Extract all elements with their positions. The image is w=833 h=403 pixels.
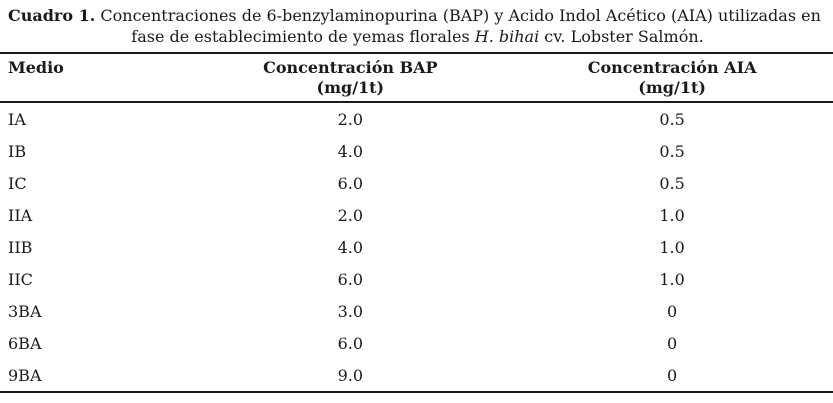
table-row: IA 2.0 0.5: [0, 102, 833, 135]
cell-aia: 0.5: [659, 173, 685, 193]
cell-bap: 6.0: [337, 333, 364, 353]
cell-aia: 0: [667, 301, 678, 321]
table-caption: Cuadro 1. Concentraciones de 6-benzylami…: [0, 0, 833, 47]
table-row: 3BA 3.0 0: [0, 295, 833, 327]
cell-medio: IIA: [8, 205, 33, 225]
column-header-aia-label: Concentración AIA: [587, 58, 757, 77]
column-header-bap-unit: (mg/1t): [316, 78, 385, 97]
cell-aia: 0: [667, 365, 678, 385]
table-body: IA 2.0 0.5 IB 4.0 0.5 IC 6.0 0.5 IIA 2.0…: [0, 102, 833, 392]
cell-bap: 2.0: [337, 109, 364, 129]
cell-medio: IC: [8, 173, 27, 193]
column-header-aia: Concentración AIA (mg/1t): [511, 53, 833, 102]
cell-bap: 6.0: [337, 269, 364, 289]
cell-medio: 6BA: [8, 333, 42, 353]
cell-aia: 0.5: [659, 141, 685, 161]
cell-medio: 3BA: [8, 301, 42, 321]
cell-medio: IIC: [8, 269, 33, 289]
table-row: IIB 4.0 1.0: [0, 231, 833, 263]
cell-aia: 1.0: [659, 269, 685, 289]
cell-bap: 3.0: [337, 301, 364, 321]
caption-text-line2-post: cv. Lobster Salmón.: [539, 27, 704, 46]
column-header-bap-label: Concentración BAP: [263, 58, 438, 77]
caption-line-2: fase de establecimiento de yemas florale…: [8, 26, 827, 47]
cell-aia: 1.0: [659, 237, 685, 257]
caption-label: Cuadro 1.: [8, 6, 96, 25]
cell-medio: IIB: [8, 237, 33, 257]
cell-bap: 4.0: [337, 237, 364, 257]
table-header-row: Medio Concentración BAP (mg/1t) Concentr…: [0, 53, 833, 102]
table-header: Medio Concentración BAP (mg/1t) Concentr…: [0, 53, 833, 102]
table-row: 9BA 9.0 0: [0, 359, 833, 392]
column-header-medio-label: Medio: [8, 58, 64, 77]
column-header-aia-unit: (mg/1t): [638, 78, 706, 97]
column-header-medio: Medio: [0, 53, 189, 102]
cell-medio: 9BA: [8, 365, 42, 385]
table-row: IIC 6.0 1.0: [0, 263, 833, 295]
caption-text-line1: Concentraciones de 6-benzylaminopurina (…: [100, 6, 821, 25]
caption-line-1: Cuadro 1. Concentraciones de 6-benzylami…: [8, 5, 827, 26]
cell-medio: IA: [8, 109, 26, 129]
concentrations-table: Medio Concentración BAP (mg/1t) Concentr…: [0, 52, 833, 393]
cell-aia: 1.0: [659, 205, 685, 225]
table-row: IB 4.0 0.5: [0, 135, 833, 167]
table-row: IIA 2.0 1.0: [0, 199, 833, 231]
cell-bap: 9.0: [337, 365, 364, 385]
table-row: 6BA 6.0 0: [0, 327, 833, 359]
table-row: IC 6.0 0.5: [0, 167, 833, 199]
cell-medio: IB: [8, 141, 27, 161]
cell-bap: 2.0: [337, 205, 364, 225]
caption-species-name: H. bihai: [474, 27, 540, 46]
cell-aia: 0: [667, 333, 678, 353]
column-header-bap: Concentración BAP (mg/1t): [189, 53, 511, 102]
caption-text-line2-pre: fase de establecimiento de yemas florale…: [131, 27, 475, 46]
cell-bap: 4.0: [337, 141, 364, 161]
cell-aia: 0.5: [659, 109, 685, 129]
cell-bap: 6.0: [337, 173, 364, 193]
